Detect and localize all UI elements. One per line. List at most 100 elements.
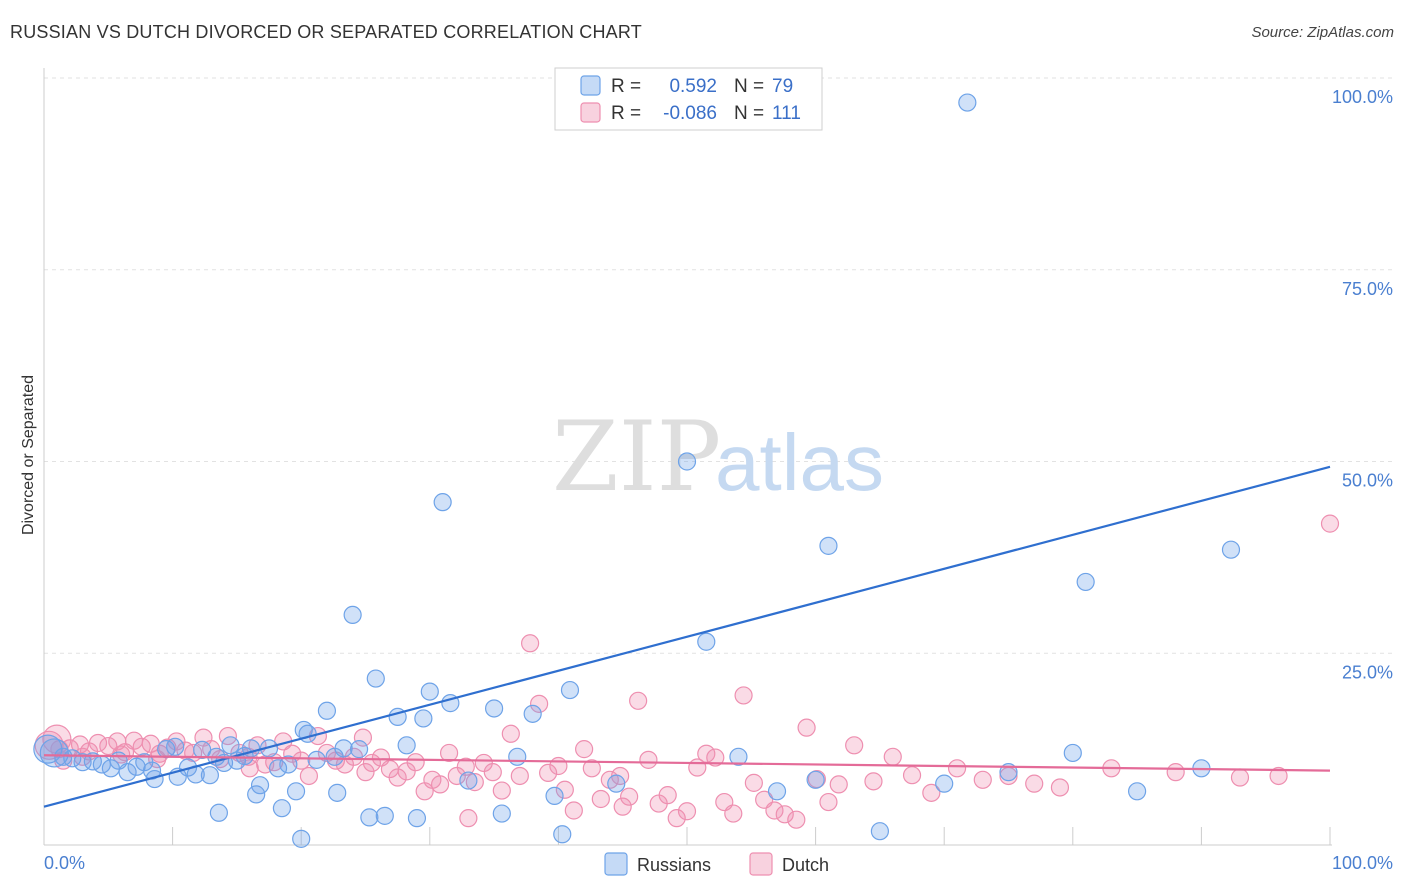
russians-point-58 (607, 774, 626, 793)
dutch-point-62 (591, 789, 610, 809)
dutch-n-label: N = (734, 103, 764, 124)
dutch-point-51 (492, 781, 511, 800)
gridlines (44, 77, 1393, 654)
dutch-point-71 (677, 802, 697, 821)
dutch-point-50 (483, 763, 502, 782)
dutch-point-69 (658, 786, 677, 805)
dutch-point-53 (510, 766, 529, 786)
dutch-point-92 (947, 759, 967, 778)
russians-series-swatch (604, 852, 628, 876)
russians-n-value: 79 (772, 76, 793, 97)
russians-trend-line (43, 465, 1331, 808)
dutch-point-107 (356, 763, 375, 782)
russians-point-68 (1063, 743, 1082, 763)
russians-point-53 (508, 747, 527, 766)
dutch-point-77 (734, 686, 753, 705)
dutch-point-29 (299, 766, 319, 786)
dutch-point-88 (864, 772, 883, 791)
dutch-point-86 (829, 775, 848, 794)
russians-point-31 (279, 755, 298, 774)
russians-point-64 (870, 822, 890, 841)
russians-point-73 (819, 536, 838, 555)
russians-point-42 (366, 669, 385, 688)
russians-point-3 (63, 749, 82, 768)
russians-point-66 (958, 93, 977, 112)
dutch-points (34, 514, 1340, 829)
dutch-point-56 (539, 763, 558, 783)
dutch-r-label: R = (611, 103, 641, 124)
russians-point-2 (54, 747, 73, 766)
watermark-atlas: atlas (715, 418, 884, 507)
y-tick-labels: 100.0% 75.0% 50.0% 25.0% (1332, 87, 1393, 682)
dutch-point-83 (797, 718, 816, 737)
dutch-point-78 (744, 773, 763, 792)
dutch-point-95 (1025, 774, 1044, 793)
dutch-point-48 (465, 773, 484, 792)
dutch-point-65 (620, 787, 639, 806)
watermark-zip: ZIP (552, 401, 721, 513)
russians-point-45 (397, 736, 416, 755)
dutch-point-44 (430, 775, 450, 794)
russians-point-28 (250, 776, 270, 795)
dutch-point-60 (575, 740, 594, 759)
russians-legend-swatch (580, 75, 601, 96)
russians-point-55 (545, 786, 564, 806)
dutch-point-84 (807, 769, 826, 789)
russians-point-56 (553, 825, 572, 844)
russians-r-value: 0.592 (669, 76, 717, 97)
russians-point-1 (39, 738, 69, 768)
russians-point-32 (286, 782, 306, 801)
dutch-point-100 (1269, 766, 1288, 786)
russians-point-36 (317, 701, 337, 720)
y-axis-label: Divorced or Separated (20, 375, 37, 535)
dutch-point-52 (501, 724, 520, 743)
dutch-point-101 (1320, 514, 1340, 533)
russians-point-27 (247, 785, 266, 804)
dutch-point-61 (582, 759, 601, 778)
russians-point-78 (492, 804, 511, 823)
chart-title: RUSSIAN VS DUTCH DIVORCED OR SEPARATED C… (10, 22, 642, 42)
dutch-series-swatch (749, 852, 773, 876)
dutch-point-58 (555, 780, 574, 799)
russians-point-40 (349, 740, 369, 759)
dutch-point-55 (530, 694, 549, 713)
russians-point-51 (459, 771, 478, 790)
russians-point-47 (414, 709, 433, 728)
russians-point-34 (298, 724, 317, 743)
dutch-point-66 (629, 691, 648, 710)
dutch-point-93 (973, 770, 992, 789)
y-tick-label-3: 25.0% (1342, 662, 1393, 682)
russians-r-label: R = (611, 76, 641, 97)
dutch-point-59 (564, 801, 583, 820)
dutch-point-6 (99, 736, 118, 756)
series-legend: Russians Dutch (604, 852, 829, 876)
dutch-point-85 (819, 792, 838, 812)
dutch-legend-swatch (580, 102, 601, 123)
russians-point-76 (292, 829, 311, 848)
russians-points (33, 93, 1241, 848)
russians-point-38 (334, 739, 353, 758)
dutch-point-98 (1166, 763, 1185, 782)
dutch-point-39 (388, 768, 407, 787)
y-tick-label-0: 100.0% (1332, 87, 1393, 107)
russians-point-52 (485, 699, 504, 718)
dutch-point-91 (922, 783, 941, 802)
russians-point-59 (677, 452, 697, 471)
russians-point-39 (343, 605, 362, 625)
dutch-point-81 (775, 805, 794, 824)
stats-legend: R = 0.592 N = 79 R = -0.086 N = 111 (554, 67, 823, 131)
russians-point-35 (307, 750, 326, 769)
russians-point-43 (375, 806, 394, 825)
dutch-n-value: 111 (772, 103, 801, 124)
dutch-point-74 (706, 748, 725, 767)
russians-point-72 (1221, 540, 1241, 559)
russians-point-63 (806, 770, 825, 789)
dutch-point-41 (406, 753, 425, 772)
dutch-point-108 (459, 809, 478, 828)
chart-source: Source: ZipAtlas.com (1251, 24, 1394, 41)
x-axis-ticks (172, 827, 1331, 845)
russians-point-41 (360, 808, 379, 827)
dutch-point-35 (353, 728, 373, 747)
russians-point-30 (268, 759, 288, 778)
